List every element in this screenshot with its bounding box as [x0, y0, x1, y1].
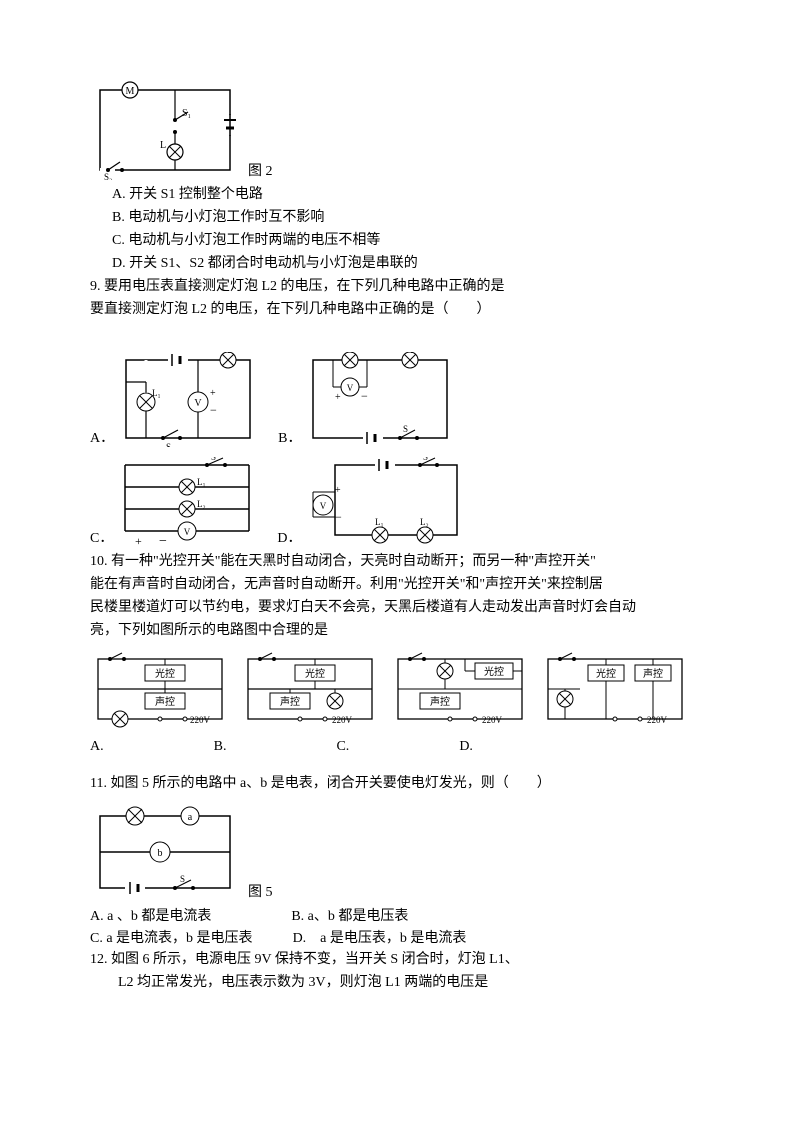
q11-text: 11. 如图 5 所示的电路中 a、b 是电表，闭合开关要使电灯发光，则（ ）	[90, 773, 710, 794]
circuit-q10-c-icon: 光控 声控 220V	[390, 651, 530, 731]
q12-text-2: L2 均正常发光，电压表示数为 3V，则灯泡 L1 两端的电压是	[118, 972, 710, 993]
q9-item-a: A． L₂ L₁ V	[90, 352, 258, 447]
q9-row-ab: A． L₂ L₁ V	[90, 352, 710, 447]
circuit-fig5-icon: a b S	[90, 806, 240, 901]
svg-text:+: +	[335, 485, 341, 496]
svg-text:M: M	[126, 86, 135, 97]
circuit-q10-d-icon: 光控 声控 220V	[540, 651, 690, 731]
q9-item-b: B． L₁ L₂ V + −	[278, 352, 455, 447]
svg-text:+: +	[210, 388, 216, 399]
svg-text:b: b	[158, 848, 163, 859]
svg-text:光控: 光控	[484, 665, 504, 678]
svg-text:−: −	[335, 510, 342, 524]
svg-text:声控: 声控	[430, 695, 450, 708]
q10-letters: A. B. C. D.	[90, 739, 710, 755]
q12-text-1: 12. 如图 6 所示，电源电压 9V 保持不变，当开关 S 闭合时，灯泡 L1…	[90, 949, 710, 970]
q11-opt-b: B. a、b 都是电压表	[291, 905, 408, 925]
svg-text:S: S	[180, 874, 185, 884]
svg-text:S₁: S₁	[182, 108, 191, 119]
q8-opt-b-text: 电动机与小灯泡工作时互不影响	[128, 210, 324, 225]
svg-text:L₁: L₁	[152, 388, 161, 398]
figure-5-label: 图 5	[248, 881, 273, 901]
svg-text:声控: 声控	[280, 695, 300, 708]
q8-opt-a-text: 开关 S1 控制整个电路	[129, 187, 263, 202]
q8-option-c: C. 电动机与小灯泡工作时两端的电压不相等	[112, 230, 710, 251]
q10-letter-a: A.	[90, 739, 104, 755]
svg-text:−: −	[210, 403, 217, 417]
q11-opts-2: C. a 是电流表，b 是电压表 D. a 是电压表，b 是电流表	[90, 927, 710, 947]
q10-text-1: 10. 有一种"光控开关"能在天黑时自动闭合，天亮时自动断开；而另一种"声控开关…	[90, 551, 710, 572]
q10-letter-b: B.	[214, 739, 227, 755]
svg-text:声控: 声控	[155, 695, 175, 708]
q8-opt-c-text: 电动机与小灯泡工作时两端的电压不相等	[128, 233, 380, 248]
svg-text:L: L	[160, 140, 166, 151]
svg-text:V: V	[184, 527, 191, 537]
circuit-fig2-icon: M S₁ L S₂	[90, 80, 240, 180]
q11-opt-c: C. a 是电流表，b 是电压表	[90, 927, 253, 947]
figure-2-label: 图 2	[248, 160, 273, 180]
svg-text:L₂: L₂	[405, 352, 414, 353]
q10-text-2: 能在有声音时自动闭合，无声音时自动断开。利用"光控开关"和"声控开关"来控制居	[90, 574, 710, 595]
svg-text:L₁: L₁	[375, 517, 384, 527]
circuit-q10-b-icon: 光控 声控 220V	[240, 651, 380, 731]
svg-text:声控: 声控	[643, 667, 663, 680]
svg-text:S: S	[423, 457, 428, 462]
q9-text-1: 9. 要用电压表直接测定灯泡 L2 的电压，在下列几种电路中正确的是	[90, 276, 710, 297]
svg-text:220V: 220V	[332, 715, 353, 725]
svg-text:V: V	[195, 398, 203, 409]
q10-letter-d: D.	[459, 739, 473, 755]
circuit-q9-d-icon: S V + − L₁ L₂	[305, 457, 465, 547]
q9-text-2: 要直接测定灯泡 L2 的电压，在下列几种电路中正确的是（ ）	[90, 299, 710, 320]
svg-text:−: −	[361, 389, 368, 403]
q8-option-d: D. 开关 S1、S2 都闭合时电动机与小灯泡是串联的	[112, 253, 710, 274]
svg-text:S: S	[403, 424, 408, 434]
svg-text:+: +	[335, 392, 341, 403]
q10-diagrams: 光控 声控 220V 光控 声控 220V	[90, 651, 710, 731]
svg-text:S: S	[166, 442, 171, 447]
q9-letter-c: C．	[90, 527, 113, 547]
q10-text-4: 亮，下列如图所示的电路图中合理的是	[90, 620, 710, 641]
svg-text:光控: 光控	[305, 667, 325, 680]
circuit-q9-a-icon: L₂ L₁ V + − S	[118, 352, 258, 447]
figure-5-row: a b S 图 5	[90, 806, 710, 901]
q9-letter-b: B．	[278, 427, 301, 447]
q11-opts-1: A. a 、b 都是电流表 B. a、b 都是电压表	[90, 905, 710, 925]
q9-item-d: D． S V + − L₁	[277, 457, 465, 547]
circuit-q9-b-icon: L₁ L₂ V + − S	[305, 352, 455, 447]
svg-text:V: V	[320, 501, 327, 511]
svg-text:−: −	[159, 534, 167, 547]
svg-text:220V: 220V	[482, 715, 503, 725]
svg-text:+: +	[135, 534, 142, 547]
svg-text:220V: 220V	[190, 715, 211, 725]
figure-2-row: M S₁ L S₂ 图 2	[90, 80, 710, 180]
svg-text:光控: 光控	[596, 667, 616, 680]
svg-text:L₂: L₂	[420, 517, 429, 527]
svg-text:V: V	[347, 383, 354, 393]
q8-opt-d-text: 开关 S1、S2 都闭合时电动机与小灯泡是串联的	[129, 256, 418, 271]
svg-text:光控: 光控	[155, 667, 175, 680]
q11-opt-d: D. a 是电压表，b 是电流表	[293, 927, 467, 947]
q8-option-a: A. 开关 S1 控制整个电路	[112, 184, 710, 205]
svg-text:S: S	[211, 457, 216, 462]
q9-letter-d: D．	[277, 527, 301, 547]
svg-text:a: a	[188, 812, 193, 823]
q10-text-3: 民楼里楼道灯可以节约电，要求灯白天不会亮，天黑后楼道有人走动发出声音时灯会自动	[90, 597, 710, 618]
svg-text:L₁: L₁	[197, 477, 206, 487]
q10-letter-c: C.	[336, 739, 349, 755]
q9-letter-a: A．	[90, 427, 114, 447]
q11-opt-a: A. a 、b 都是电流表	[90, 905, 211, 925]
svg-text:L₂: L₂	[222, 352, 231, 353]
q8-option-b: B. 电动机与小灯泡工作时互不影响	[112, 207, 710, 228]
exam-page: M S₁ L S₂ 图 2 A. 开关	[0, 0, 800, 1035]
q9-item-c: C． S L₁ L₂	[90, 457, 257, 547]
svg-text:S₂: S₂	[104, 172, 112, 180]
circuit-q10-a-icon: 光控 声控 220V	[90, 651, 230, 731]
circuit-q9-c-icon: S L₁ L₂ V + −	[117, 457, 257, 547]
q9-row-cd: C． S L₁ L₂	[90, 457, 710, 547]
svg-text:L₂: L₂	[197, 499, 206, 509]
svg-text:L₁: L₁	[345, 352, 354, 353]
svg-text:220V: 220V	[647, 715, 668, 725]
